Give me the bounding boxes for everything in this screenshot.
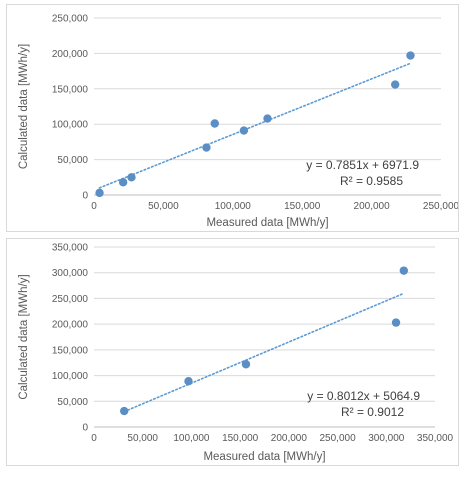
- data-point: [239, 126, 249, 135]
- x-tick-label: 0: [91, 201, 97, 212]
- chart-panel-top: 0 50,000 100,000 150,000 200,000 250,000 0 50,0…: [6, 4, 459, 232]
- y-axis-title: Calculated data [MWh/y]: [18, 274, 30, 399]
- data-point: [120, 406, 129, 416]
- x-tick-label: 200,000: [271, 433, 308, 444]
- x-tick-label: 50,000: [127, 433, 158, 444]
- y-tick-label: 50,000: [57, 155, 88, 166]
- data-point: [406, 51, 415, 60]
- y-tick-label: 0: [82, 423, 88, 434]
- data-point: [391, 318, 401, 327]
- data-point: [95, 188, 104, 198]
- y-axis-title: Calculated data [MWh/y]: [18, 44, 30, 169]
- y-tick-label: 150,000: [52, 84, 89, 95]
- scatter-chart-bottom: 0 50,000 100,000 150,000 200,000 250,000 300,0…: [18, 243, 454, 464]
- trendline-equation: y = 0.7851x + 6971.9: [306, 158, 419, 172]
- x-tick-label: 0: [91, 433, 97, 444]
- scatter-chart-top: 0 50,000 100,000 150,000 200,000 250,000 0 50,0…: [18, 14, 458, 230]
- trendline-equation: y = 0.8012x + 5064.9: [307, 389, 420, 403]
- x-tick-label: 250,000: [423, 201, 458, 212]
- x-tick-label: 150,000: [222, 433, 259, 444]
- y-tick-label: 350,000: [52, 243, 89, 254]
- r-squared-label: R² = 0.9012: [341, 405, 404, 419]
- data-point: [127, 173, 136, 182]
- x-tick-label: 300,000: [368, 433, 405, 444]
- y-tick-label: 150,000: [52, 345, 89, 356]
- trendline: [98, 62, 412, 189]
- x-axis-title: Measured data [MWh/y]: [206, 217, 328, 229]
- data-point: [263, 114, 272, 123]
- x-tick-label: 100,000: [173, 433, 210, 444]
- y-tick-label: 250,000: [52, 14, 89, 25]
- y-tick-label: 100,000: [52, 371, 89, 382]
- data-point: [390, 80, 400, 89]
- y-tick-label: 300,000: [52, 268, 89, 279]
- chart-panel-bottom: 0 50,000 100,000 150,000 200,000 250,000 300,0…: [6, 238, 459, 466]
- x-tick-label: 150,000: [284, 201, 321, 212]
- y-tick-label: 100,000: [52, 120, 89, 131]
- y-tick-label: 200,000: [52, 320, 89, 331]
- y-tick-label: 0: [82, 191, 88, 202]
- y-tick-label: 250,000: [52, 294, 89, 305]
- data-point: [118, 178, 128, 187]
- y-tick-label: 50,000: [57, 397, 88, 408]
- x-tick-label: 250,000: [319, 433, 356, 444]
- data-point: [184, 377, 193, 386]
- data-point: [399, 266, 409, 275]
- x-tick-label: 50,000: [148, 201, 179, 212]
- data-point: [210, 119, 219, 128]
- x-tick-label: 200,000: [354, 201, 391, 212]
- data-point: [241, 360, 251, 369]
- r-squared-label: R² = 0.9585: [340, 174, 403, 188]
- y-tick-label: 200,000: [52, 49, 89, 60]
- x-axis-title: Measured data [MWh/y]: [203, 451, 325, 463]
- data-point: [202, 143, 211, 152]
- x-tick-label: 350,000: [417, 433, 454, 444]
- trendline: [123, 292, 405, 413]
- x-tick-label: 100,000: [215, 201, 252, 212]
